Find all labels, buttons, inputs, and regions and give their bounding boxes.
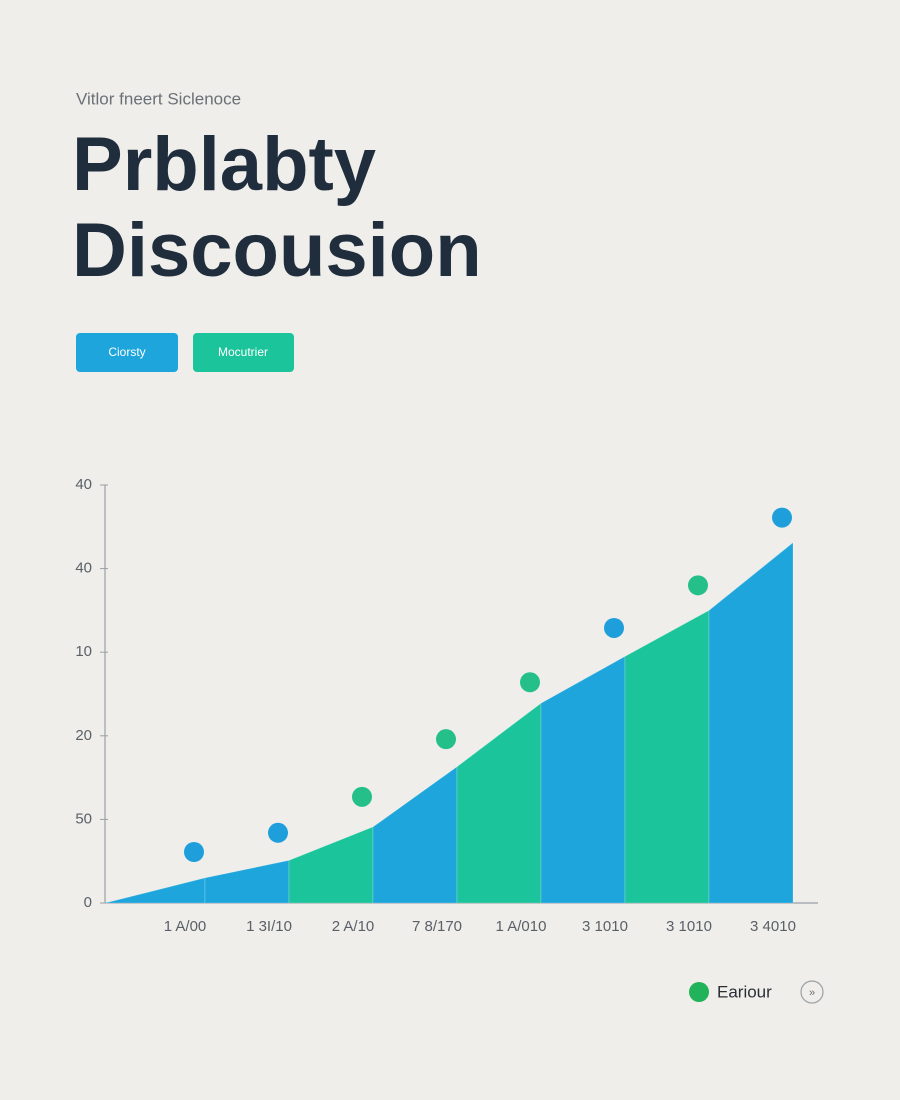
button[interactable] <box>76 333 178 372</box>
dot <box>520 672 540 693</box>
y-tick-label: 10 <box>75 643 92 660</box>
dot <box>688 575 708 596</box>
button-label[interactable]: Ciorsty <box>108 345 145 359</box>
x-tick-label: 2 A/10 <box>332 918 375 935</box>
legend-label: Eariour <box>717 982 772 1001</box>
button-label[interactable]: Mocutrier <box>218 345 268 359</box>
y-tick-label: 50 <box>75 810 92 827</box>
dot <box>268 822 288 843</box>
x-tick-label: 3 4010 <box>750 918 796 935</box>
dot <box>772 507 792 528</box>
x-tick-label: 1 A/00 <box>164 918 207 935</box>
dot <box>184 842 204 863</box>
button[interactable] <box>193 333 294 372</box>
legend-button-icon[interactable]: » <box>809 987 815 999</box>
x-tick-label: 3 1010 <box>666 918 712 935</box>
dot <box>604 617 624 638</box>
x-tick-label: 7 8/170 <box>412 918 462 935</box>
y-tick-label: 40 <box>75 560 92 577</box>
area-segment <box>708 541 794 904</box>
dot <box>352 786 372 807</box>
x-tick-label: 3 1010 <box>582 918 628 935</box>
legend-swatch <box>689 982 709 1002</box>
dot <box>436 729 456 750</box>
x-tick-label: 1 A/010 <box>496 918 547 935</box>
area-segment <box>624 609 710 904</box>
eyebrow: Vitlor fneert Siclenoce <box>76 89 241 108</box>
y-tick-label: 0 <box>84 894 92 911</box>
title-line: Prblabty <box>72 122 376 207</box>
legend-button[interactable] <box>800 980 824 1004</box>
y-tick-label: 40 <box>75 476 92 493</box>
y-tick-label: 20 <box>75 727 92 744</box>
title-line: Discousion <box>72 208 482 293</box>
x-tick-label: 1 3I/10 <box>246 918 292 935</box>
